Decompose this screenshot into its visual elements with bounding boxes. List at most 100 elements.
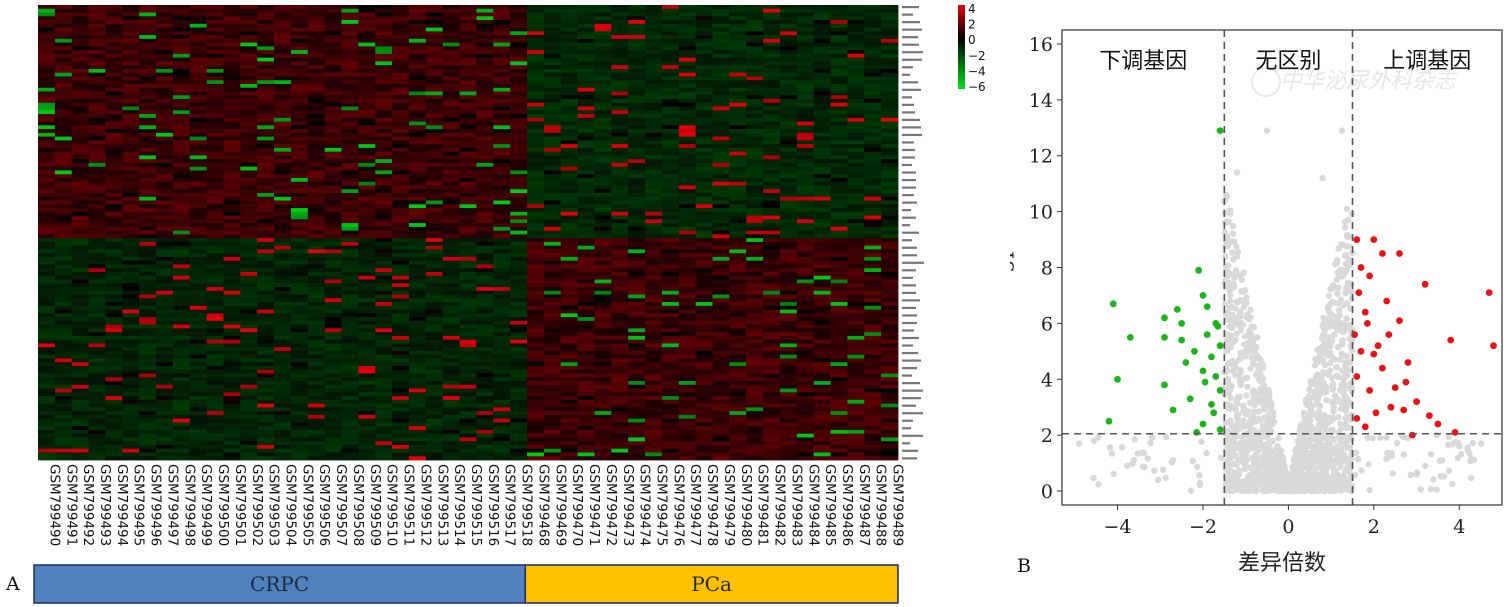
heatmap-cell: [661, 347, 680, 352]
heatmap-cell: [425, 177, 444, 183]
heatmap-cell: [206, 204, 224, 209]
heatmap-cell: [105, 332, 123, 337]
heatmap-cell: [223, 335, 241, 341]
heatmap-cell: [172, 196, 191, 201]
heatmap-cell: [695, 57, 713, 62]
heatmap-cell: [560, 189, 579, 194]
heatmap-cell: [172, 302, 191, 307]
heatmap-cell: [71, 83, 89, 89]
heatmap-cell: [459, 61, 477, 66]
heatmap-cell: [307, 23, 326, 28]
heatmap-cell: [678, 80, 697, 85]
heatmap-cell: [139, 83, 157, 89]
heatmap-cell: [763, 5, 781, 10]
heatmap-cell: [206, 61, 224, 66]
heatmap-cell: [105, 27, 123, 32]
heatmap-cell: [425, 350, 444, 356]
heatmap-cell: [746, 365, 764, 371]
heatmap-cell: [830, 151, 848, 156]
heatmap-cell: [645, 106, 663, 111]
heatmap-cell: [813, 271, 831, 277]
heatmap-cell: [847, 53, 865, 59]
heatmap-cell: [763, 283, 781, 288]
heatmap-cell: [172, 121, 191, 126]
heatmap-cell: [122, 238, 140, 243]
heatmap-cell: [223, 193, 241, 198]
heatmap-cell: [645, 313, 663, 318]
heatmap-cell: [695, 249, 713, 254]
heatmap-cell: [560, 87, 579, 92]
heatmap-cell: [695, 166, 713, 171]
heatmap-cell: [830, 136, 848, 141]
heatmap-cell: [71, 46, 89, 51]
heatmap-cell: [678, 219, 697, 224]
heatmap-cell: [375, 114, 393, 119]
heatmap-cell: [375, 144, 393, 149]
heatmap-cell: [779, 268, 798, 273]
heatmap-cell: [493, 72, 511, 77]
heatmap-cell: [122, 114, 140, 119]
heatmap-cell: [122, 211, 140, 216]
heatmap-cell: [476, 268, 494, 273]
heatmap-cell: [88, 332, 106, 337]
heatmap-cell: [459, 114, 477, 119]
heatmap-cell: [375, 125, 393, 130]
heatmap-cell: [290, 65, 309, 70]
heatmap-cell: [543, 27, 562, 32]
heatmap-cell: [375, 320, 393, 326]
heatmap-cell: [257, 362, 275, 367]
heatmap-cell: [813, 185, 831, 190]
heatmap-cell: [358, 350, 376, 356]
heatmap-cell: [156, 50, 174, 55]
heatmap-cell: [881, 181, 899, 186]
heatmap-cell: [661, 193, 680, 198]
heatmap-cell: [375, 271, 393, 277]
heatmap-cell: [257, 234, 275, 239]
heatmap-cell: [577, 298, 595, 303]
heatmap-cell: [796, 354, 815, 359]
heatmap-cell: [375, 294, 393, 299]
heatmap-cell: [189, 256, 208, 262]
heatmap-cell: [847, 181, 865, 186]
heatmap-cell: [678, 196, 697, 201]
heatmap-cell: [746, 27, 764, 32]
heatmap-cell: [257, 57, 275, 62]
heatmap-cell: [729, 5, 747, 10]
heatmap-cell: [746, 117, 764, 122]
heatmap-cell: [189, 91, 208, 96]
heatmap-cell: [105, 42, 123, 47]
heatmap-cell: [830, 279, 848, 284]
heatmap-cell: [408, 16, 427, 21]
heatmap-cell: [695, 151, 713, 156]
heatmap-cell: [324, 117, 342, 122]
heatmap-cell: [223, 140, 241, 145]
heatmap-cell: [105, 8, 123, 13]
heatmap-cell: [172, 102, 191, 107]
heatmap-cell: [864, 117, 882, 122]
heatmap-cell: [38, 354, 56, 359]
heatmap-cell: [358, 125, 376, 130]
heatmap-cell: [779, 328, 798, 333]
heatmap-cell: [274, 208, 292, 213]
heatmap-cell: [611, 313, 629, 318]
heatmap-cell: [796, 208, 815, 213]
heatmap-cell: [779, 350, 798, 356]
heatmap-cell: [71, 35, 89, 40]
heatmap-cell: [746, 241, 764, 247]
heatmap-cell: [476, 249, 494, 254]
heatmap-cell: [830, 287, 848, 292]
heatmap-cell: [830, 38, 848, 43]
heatmap-cell: [122, 253, 140, 258]
heatmap-cell: [729, 287, 747, 292]
heatmap-cell: [358, 68, 376, 74]
heatmap-cell: [257, 320, 275, 326]
heatmap-cell: [510, 16, 528, 21]
heatmap-cell: [577, 166, 595, 171]
heatmap-cell: [156, 271, 174, 277]
heatmap-cell: [678, 335, 697, 341]
heatmap-cell: [763, 305, 781, 310]
heatmap-cell: [830, 264, 848, 269]
heatmap-cell: [678, 313, 697, 318]
heatmap-cell: [763, 271, 781, 277]
heatmap-cell: [88, 215, 106, 220]
